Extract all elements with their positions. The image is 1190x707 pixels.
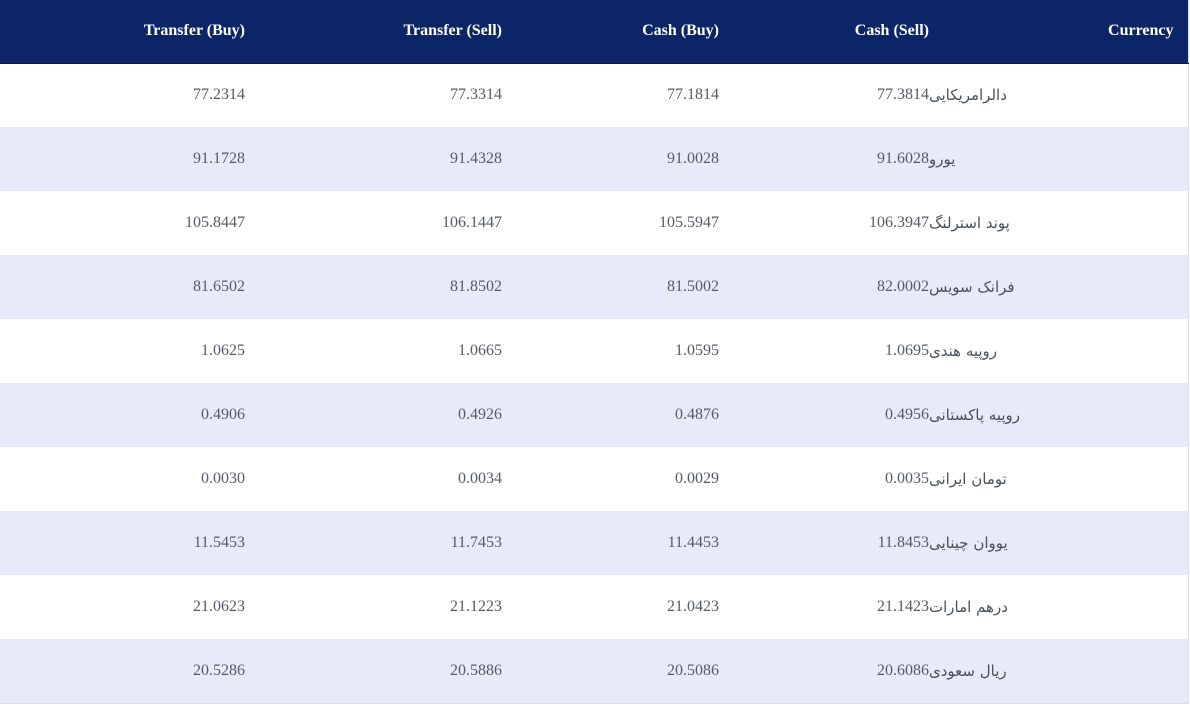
cell-currency: یورو [929,150,956,168]
cell-transfer-buy: 20.5286 [193,661,245,679]
cell-transfer-buy: 21.0623 [193,598,245,615]
cell-transfer-sell: 20.5886 [450,661,502,679]
cell-transfer-buy: 81.6502 [193,278,245,295]
cell-transfer-buy: 77.2314 [193,86,245,104]
header-cash-buy: Cash (Buy) [502,0,719,64]
table-row: 11.5453 11.7453 11.4453 11.8453 یووان چی… [0,511,1188,575]
header-transfer-sell: Transfer (Sell) [245,0,502,64]
cell-transfer-buy: 105.8447 [185,214,245,231]
table-row: 77.2314 77.3314 77.1814 77.3814 دالرامری… [0,63,1188,127]
table-row: 21.0623 21.1223 21.0423 21.1423 درهم اما… [0,575,1188,639]
table-row: 105.8447 106.1447 105.5947 106.3947 پوند… [0,191,1188,255]
cell-cash-buy: 0.4876 [675,406,719,423]
table-row: 1.0625 1.0665 1.0595 1.0695 روپیه هندی [0,319,1188,383]
cell-cash-buy: 81.5002 [667,278,719,295]
cell-cash-sell: 11.8453 [877,534,929,551]
cell-transfer-sell: 106.1447 [442,214,502,231]
cell-transfer-buy: 91.1728 [193,150,245,167]
cell-transfer-sell: 77.3314 [450,86,502,104]
table-row: 0.4906 0.4926 0.4876 0.4956 روپیه پاکستا… [0,383,1188,447]
header-currency: Currency [929,0,1188,64]
cell-currency: روپیه پاکستانی [929,406,1021,424]
table-header: Transfer (Buy) Transfer (Sell) Cash (Buy… [0,0,1188,64]
cell-transfer-sell: 0.4926 [458,406,502,423]
cell-cash-buy: 20.5086 [667,661,719,679]
cell-cash-sell: 106.3947 [869,214,929,231]
cell-transfer-sell: 21.1223 [450,598,502,615]
cell-currency: پوند استرلنگ [929,214,1010,232]
cell-transfer-sell: 11.7453 [450,534,502,551]
cell-currency: تومان ایرانی [929,470,1007,488]
cell-cash-buy: 77.1814 [667,86,719,104]
header-row: Transfer (Buy) Transfer (Sell) Cash (Buy… [0,0,1188,64]
cell-transfer-sell: 0.0034 [458,470,502,487]
cell-cash-sell: 82.0002 [877,278,929,295]
cell-currency: ریال سعودی [929,661,1007,680]
cell-transfer-buy: 1.0625 [201,342,245,359]
cell-transfer-buy: 11.5453 [193,534,245,551]
cell-transfer-buy: 0.4906 [201,406,245,423]
cell-cash-sell: 0.4956 [885,406,929,423]
cell-cash-sell: 20.6086 [877,661,929,679]
cell-cash-sell: 77.3814 [877,86,929,104]
cell-transfer-buy: 0.0030 [201,470,245,487]
cell-cash-buy: 0.0029 [675,470,719,487]
header-transfer-buy: Transfer (Buy) [0,0,245,64]
cell-cash-sell: 91.6028 [877,150,929,167]
table-row: 81.6502 81.8502 81.5002 82.0002 فرانک سو… [0,255,1188,319]
cell-currency: روپیه هندی [929,342,998,360]
table-row: 91.1728 91.4328 91.0028 91.6028 یورو [0,127,1188,191]
cell-cash-sell: 1.0695 [885,342,929,359]
cell-currency: درهم امارات [929,598,1008,616]
cell-currency: یووان چینایی [929,534,1008,552]
cell-cash-buy: 91.0028 [667,150,719,167]
table-row: 20.5286 20.5886 20.5086 20.6086 ریال سعو… [0,639,1188,703]
cell-cash-sell: 0.0035 [885,470,929,487]
table-body: 77.2314 77.3314 77.1814 77.3814 دالرامری… [0,63,1188,703]
cell-currency: دالرامریکایی [929,86,1007,105]
cell-cash-buy: 21.0423 [667,598,719,615]
cell-cash-buy: 11.4453 [667,534,719,551]
header-cash-sell: Cash (Sell) [719,0,929,64]
cell-currency: فرانک سویس [929,278,1015,296]
cell-transfer-sell: 81.8502 [450,278,502,295]
cell-cash-sell: 21.1423 [877,598,929,615]
table-row: 0.0030 0.0034 0.0029 0.0035 تومان ایرانی [0,447,1188,511]
cell-cash-buy: 105.5947 [659,214,719,231]
cell-transfer-sell: 1.0665 [458,342,502,359]
cell-transfer-sell: 91.4328 [450,150,502,167]
cell-cash-buy: 1.0595 [675,342,719,359]
